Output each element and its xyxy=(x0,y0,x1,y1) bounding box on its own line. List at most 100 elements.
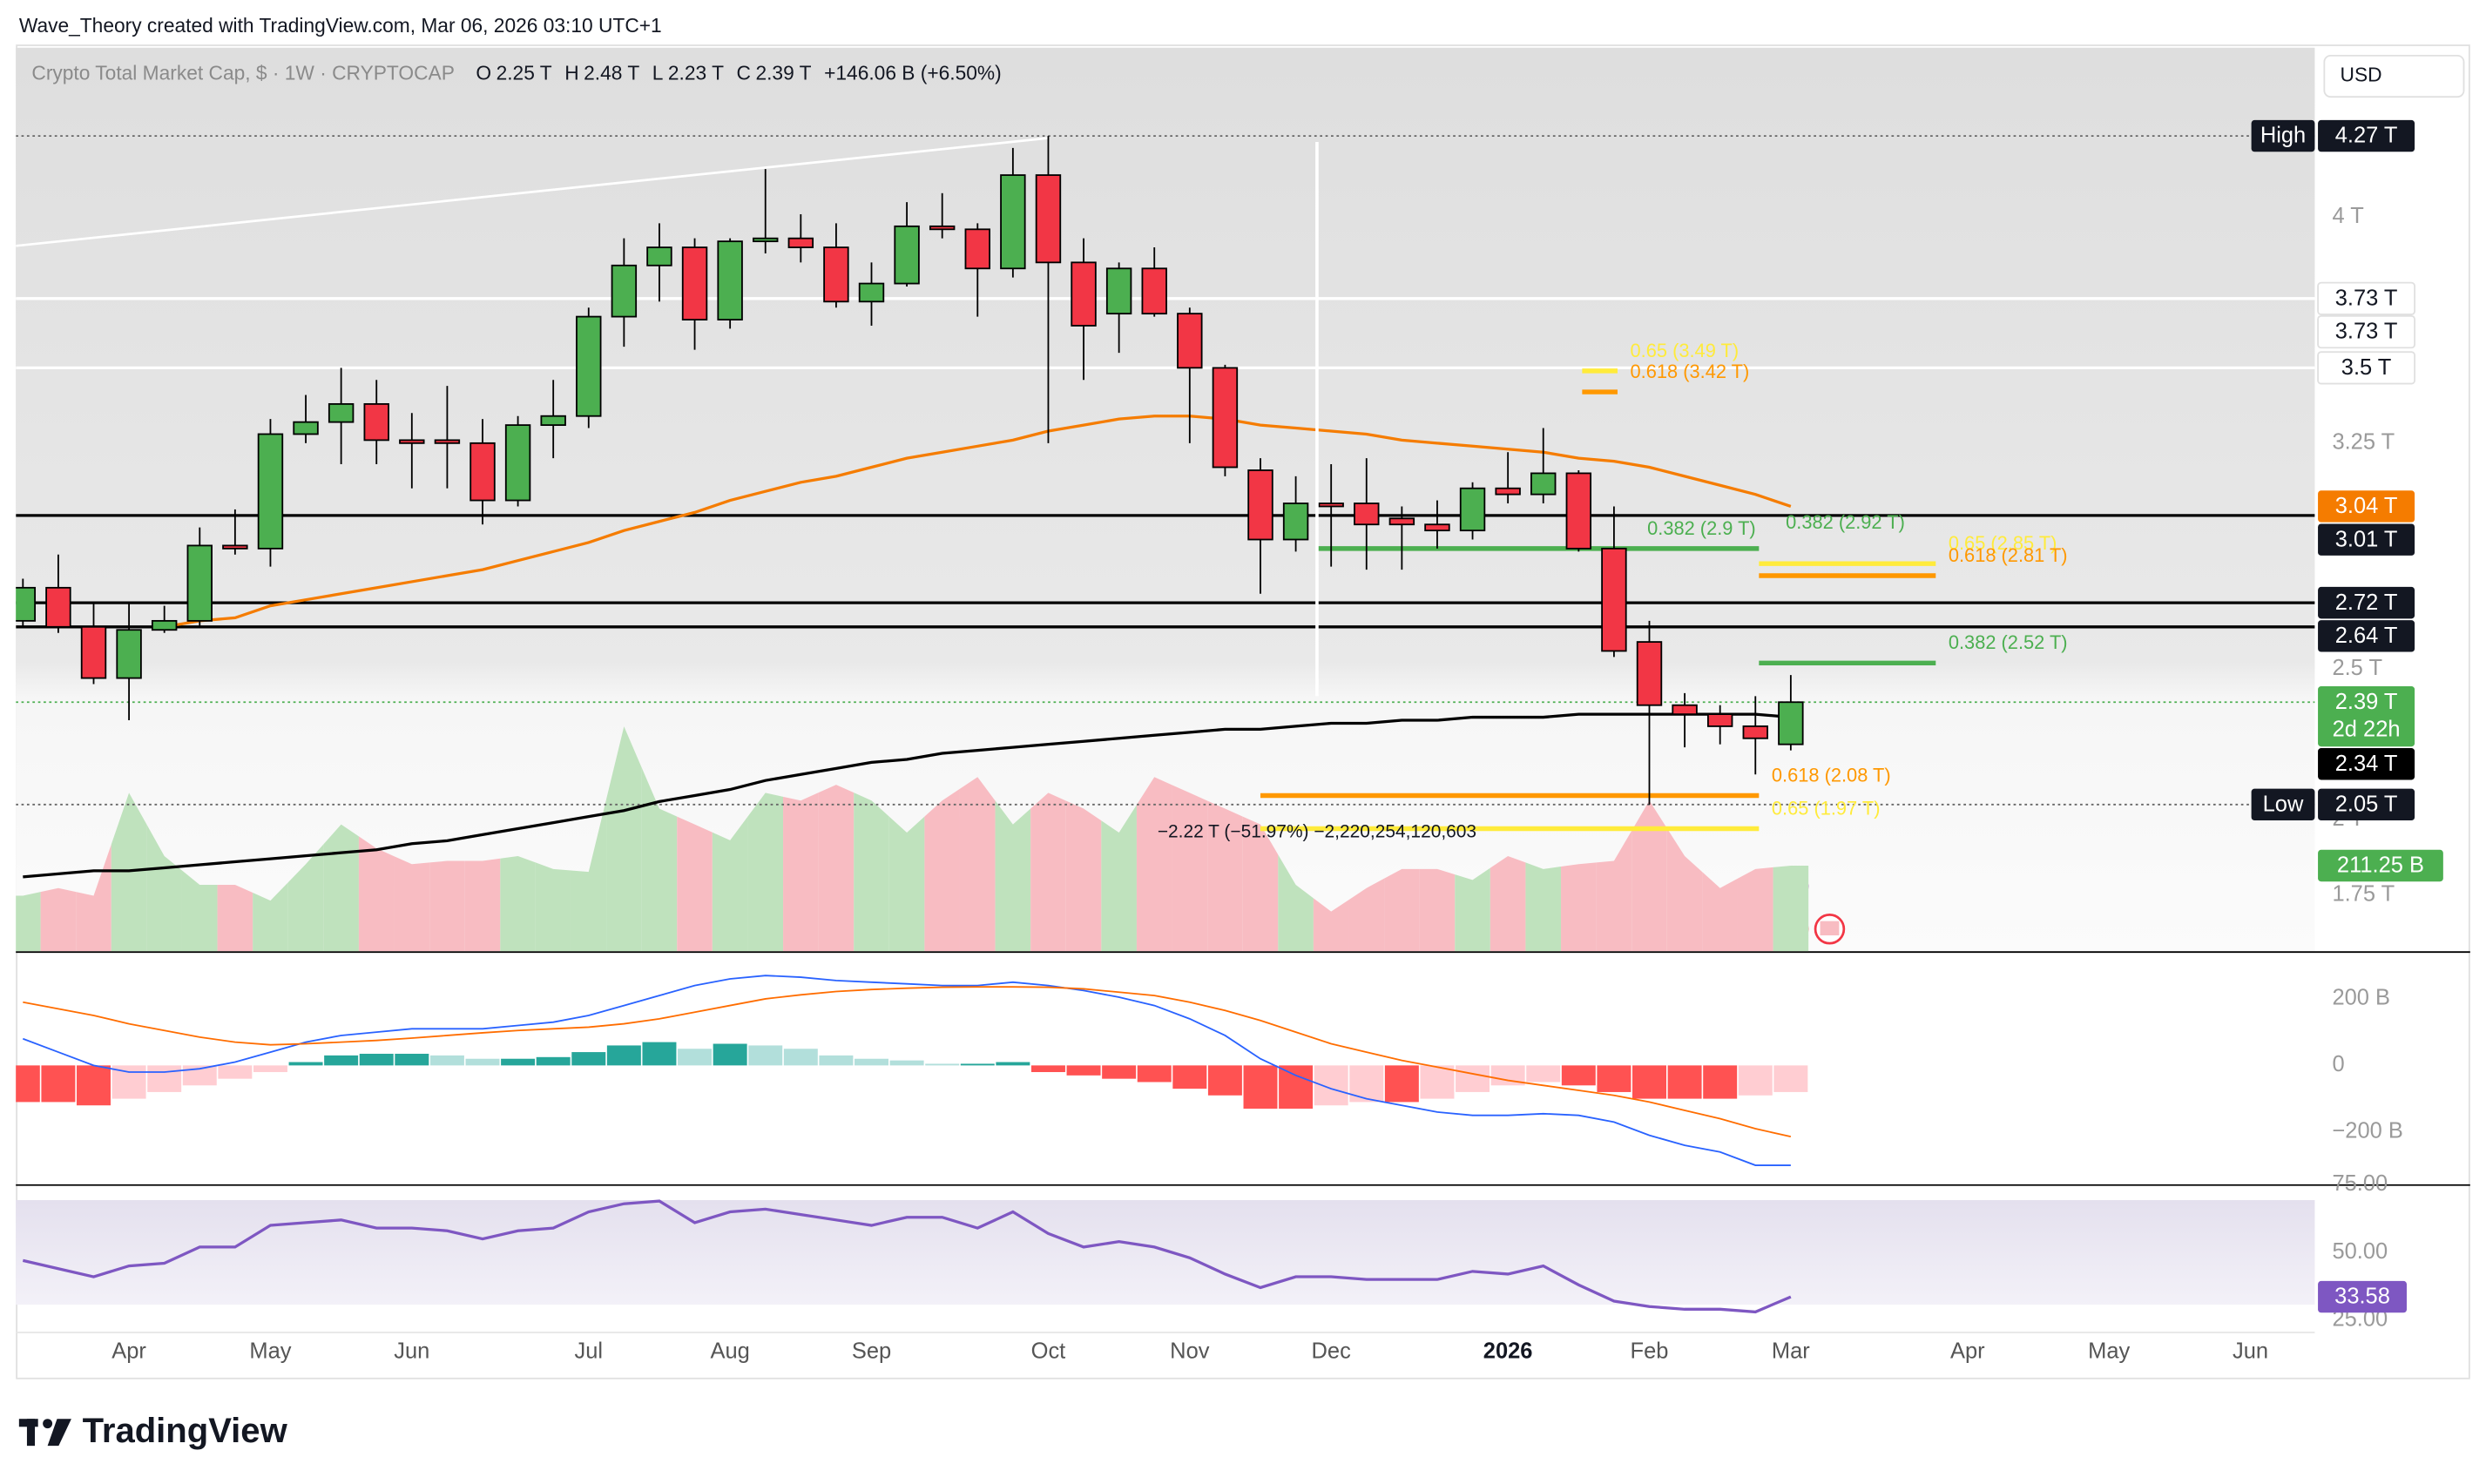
candle-body xyxy=(16,586,37,622)
x-tick-label: Sep xyxy=(852,1339,891,1363)
volume-area xyxy=(783,793,819,952)
volume-area xyxy=(1525,862,1562,952)
legend-value: 2.25 T xyxy=(497,62,552,84)
macd-histogram-bar xyxy=(359,1053,394,1066)
candle-body xyxy=(894,225,920,285)
candle-body xyxy=(328,402,355,423)
volume-area xyxy=(1455,867,1490,952)
fib-label: 0.618 (3.42 T) xyxy=(1631,361,1750,382)
candle-body xyxy=(504,424,531,502)
candle-body xyxy=(1778,701,1804,745)
volume-area xyxy=(394,856,430,952)
volume-area xyxy=(818,785,855,952)
macd-histogram-bar xyxy=(996,1062,1030,1066)
fib-label: 0.382 (2.9 T) xyxy=(1647,517,1756,539)
volume-area xyxy=(40,887,77,952)
brand-name: TradingView xyxy=(83,1412,288,1450)
candle-body xyxy=(1105,267,1132,315)
price-tag-label: 3.73 T xyxy=(2335,286,2398,310)
price-tag-prefix-label: High xyxy=(2260,124,2306,148)
candle-body xyxy=(1459,487,1486,532)
volume-area xyxy=(323,824,359,952)
price-tag-label: 2.64 T xyxy=(2335,624,2398,648)
y-tick-label: 2.5 T xyxy=(2332,656,2382,680)
fib-label: 0.382 (2.92 T) xyxy=(1786,511,1905,533)
price-tag-label: 2.05 T xyxy=(2335,792,2398,816)
candle-body xyxy=(1636,641,1663,706)
volume-area xyxy=(1030,793,1066,952)
moving-average xyxy=(164,415,1792,629)
candle-body xyxy=(1601,547,1627,652)
macd-histogram-bar xyxy=(465,1058,500,1066)
macd-histogram-bar xyxy=(748,1045,783,1066)
candle-body xyxy=(576,315,602,417)
candle-body xyxy=(293,421,319,435)
candle-body xyxy=(540,415,566,427)
volume-area xyxy=(535,862,571,952)
volume-area xyxy=(16,892,41,952)
volume-area xyxy=(1065,800,1102,952)
currency-button[interactable] xyxy=(2323,54,2465,98)
candle-body xyxy=(1035,174,1062,264)
candle-body xyxy=(1212,367,1239,469)
volume-area xyxy=(571,799,607,952)
macd-histogram-bar xyxy=(1632,1065,1666,1099)
volume-area xyxy=(1278,854,1314,952)
macd-histogram-bar xyxy=(1420,1065,1455,1099)
volume-area xyxy=(1561,862,1597,952)
macd-tick-label: 200 B xyxy=(2332,986,2390,1010)
volume-area xyxy=(1737,867,1773,952)
candle-body xyxy=(80,625,107,679)
macd-histogram-bar xyxy=(1561,1065,1596,1086)
candle-body xyxy=(1565,472,1592,550)
candle-body xyxy=(257,433,284,550)
x-tick-label: Dec xyxy=(1312,1339,1352,1363)
candle-body xyxy=(151,619,178,631)
macd-histogram-bar xyxy=(429,1055,464,1066)
candle-body xyxy=(753,237,779,243)
volume-area xyxy=(641,767,678,952)
macd-histogram-bar xyxy=(819,1055,854,1066)
currency-label[interactable]: USD xyxy=(2341,64,2382,86)
candle-body xyxy=(186,544,213,622)
x-tick-label: Jun xyxy=(394,1339,429,1363)
volume-area xyxy=(959,777,996,952)
volume-area xyxy=(1631,800,1667,952)
trendline xyxy=(16,137,1049,247)
macd-histogram-bar xyxy=(324,1055,359,1066)
x-tick-label: May xyxy=(249,1339,291,1363)
macd-histogram-bar xyxy=(1279,1065,1314,1110)
legend-key: C xyxy=(737,62,751,84)
macd-histogram-bar xyxy=(501,1058,536,1066)
macd-histogram-bar xyxy=(253,1065,287,1073)
macd-histogram-bar xyxy=(536,1056,571,1066)
price-tag xyxy=(2318,523,2415,556)
fib-label: 0.618 (2.81 T) xyxy=(1949,544,2068,566)
candle-body xyxy=(222,544,248,550)
macd-histogram-bar xyxy=(218,1065,253,1079)
candle-body xyxy=(717,240,743,320)
legend-key: H xyxy=(564,62,578,84)
candle-body xyxy=(116,629,142,679)
volume-area xyxy=(747,793,784,952)
legend-value: 2.39 T xyxy=(755,62,811,84)
candle-body xyxy=(964,228,990,270)
volume-area xyxy=(1666,828,1703,952)
volume-area xyxy=(924,788,960,952)
macd-histogram-bar xyxy=(77,1065,111,1106)
logo-shape xyxy=(26,1419,36,1447)
macd-histogram-bar xyxy=(1137,1065,1172,1083)
candle-body xyxy=(1247,469,1273,541)
legend: Crypto Total Market Cap, $ · 1W · CRYPTO… xyxy=(31,62,1001,84)
macd-histogram-bar xyxy=(1526,1065,1561,1083)
x-tick-label: Apr xyxy=(1950,1339,1985,1363)
candle-body xyxy=(1530,472,1557,496)
price-tag xyxy=(2318,620,2415,652)
price-tag xyxy=(2318,490,2415,523)
macd-histogram-bar xyxy=(182,1065,217,1086)
price-tag-label: 3.73 T xyxy=(2335,320,2398,344)
volume-tag-label: 211.25 B xyxy=(2337,853,2424,878)
macd-histogram-bar xyxy=(1667,1065,1702,1099)
macd-histogram-bar xyxy=(783,1049,818,1066)
